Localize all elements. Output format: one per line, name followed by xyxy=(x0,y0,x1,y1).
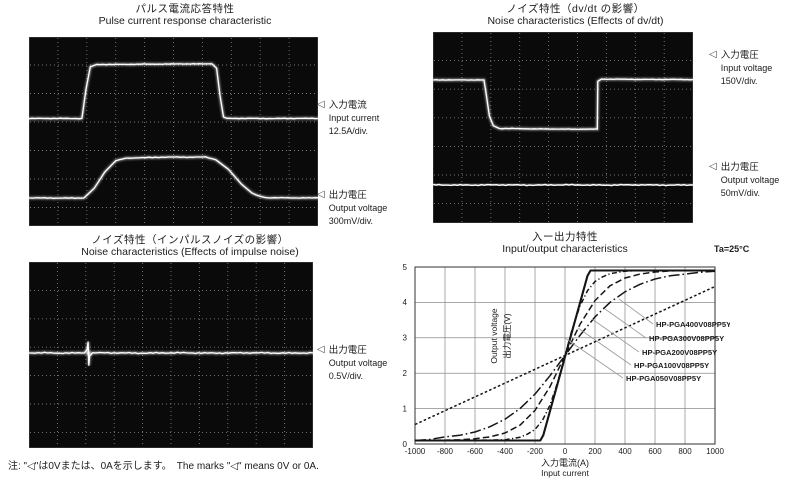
zero-level-mark-icon: ◁ xyxy=(709,161,717,172)
x-tick-label: 1000 xyxy=(706,447,724,456)
io-y-axis-label: Output voltage 出力電圧(V) xyxy=(488,294,516,378)
scope-trace xyxy=(433,183,693,187)
pulse-title-en: Pulse current response characteristic xyxy=(98,15,272,27)
dvdt-panel-title: ノイズ特性（dv/dt の影響） Noise characteristics (… xyxy=(408,3,743,27)
impulse-panel-title: ノイズ特性（インパルスノイズの影響） Noise characteristics… xyxy=(5,234,375,258)
series-curve-HP-PGA050V08PP5Y xyxy=(415,269,715,442)
impulse-title-jp: ノイズ特性（インパルスノイズの影響） xyxy=(91,234,289,246)
scope-grid xyxy=(434,33,692,222)
io-x-axis-label: 入力電流(A) Input current xyxy=(495,458,635,478)
pulse-input-current-label: ◁ 入力電流 Input current 12.5A/div. xyxy=(317,99,379,138)
impulse-title-en: Noise characteristics (Effects of impuls… xyxy=(81,246,299,258)
pulse-title-jp: パルス電流応答特性 xyxy=(135,3,235,15)
dvdt-input-voltage-label: ◁ 入力電圧 Input voltage 150V/div. xyxy=(709,49,772,88)
series-leader-line xyxy=(564,337,624,379)
scope-trace xyxy=(29,63,318,120)
channel-scale: 300mV/div. xyxy=(328,216,374,226)
channel-scale: 50mV/div. xyxy=(720,188,761,198)
x-tick-label: -400 xyxy=(497,447,514,456)
y-tick-labels: 0 1 2 3 4 5 xyxy=(403,263,408,449)
dvdt-output-voltage-label: ◁ 出力電圧 Output voltage 50mV/div. xyxy=(709,161,779,200)
series-label: HP-PGA200V08PP5Y xyxy=(642,348,717,357)
io-characteristics-chart: -1000 -800 -600 -400 -200 0 200 400 600 800 1000 0 1… xyxy=(403,263,730,456)
x-tick-label: -600 xyxy=(467,447,484,456)
channel-label-jp: 出力電圧 xyxy=(328,190,367,201)
channel-label-jp: 出力電圧 xyxy=(328,345,367,356)
io-y-axis-label-jp: 出力電圧(V) xyxy=(502,313,512,359)
io-x-axis-label-en: Input current xyxy=(541,468,589,478)
io-x-axis-label-jp: 入力電流(A) xyxy=(541,458,589,468)
pulse-output-voltage-label: ◁ 出力電圧 Output voltage 300mV/div. xyxy=(317,189,387,228)
dvdt-title-jp: ノイズ特性（dv/dt の影響） xyxy=(506,3,645,15)
zero-level-mark-icon: ◁ xyxy=(317,189,325,200)
series-leader-line xyxy=(577,327,632,366)
x-tick-label: 800 xyxy=(678,447,692,456)
y-tick-label: 0 xyxy=(403,440,408,449)
channel-label-jp: 入力電圧 xyxy=(720,50,759,61)
series-label: HP-PGA050V08PP5Y xyxy=(626,374,701,383)
scope-bezel xyxy=(433,32,693,223)
x-tick-label: -1000 xyxy=(405,447,426,456)
series-label: HP-PGA300V08PP5Y xyxy=(649,334,724,343)
pulse-panel-title: パルス電流応答特性 Pulse current response charact… xyxy=(5,3,365,27)
channel-scale: 150V/div. xyxy=(720,76,758,86)
dvdt-title-en: Noise characteristics (Effects of dv/dt) xyxy=(487,15,664,27)
channel-label-en: Input voltage xyxy=(720,63,773,73)
series-label: HP-PGA100V08PP5Y xyxy=(634,361,709,370)
io-title-en: Input/output characteristics xyxy=(502,243,628,255)
x-tick-label: 0 xyxy=(563,447,568,456)
zero-level-mark-icon: ◁ xyxy=(317,99,325,110)
impulse-oscilloscope-screen xyxy=(29,262,313,448)
channel-label-en: Output voltage xyxy=(720,175,780,185)
y-tick-label: 3 xyxy=(403,334,408,343)
channel-label-en: Output voltage xyxy=(328,203,388,213)
pulse-oscilloscope-screen xyxy=(29,37,318,226)
impulse-output-voltage-label: ◁ 出力電圧 Output voltage 0.5V/div. xyxy=(317,344,387,383)
zero-mark-footnote: 注: "◁"は0Vまたは、0Aを示します。 The marks "◁" mean… xyxy=(8,461,319,472)
zero-level-mark-icon: ◁ xyxy=(317,344,325,355)
channel-label-en: Output voltage xyxy=(328,358,388,368)
x-tick-label: 600 xyxy=(648,447,662,456)
channel-label-jp: 入力電流 xyxy=(328,100,367,111)
impulse-spike-blob xyxy=(86,350,91,356)
channel-label-jp: 出力電圧 xyxy=(720,162,759,173)
series-curve-HP-PGA200V08PP5Y xyxy=(414,269,715,442)
scope-trace xyxy=(29,341,313,366)
channel-label-en: Input current xyxy=(328,113,380,123)
x-tick-label: 200 xyxy=(588,447,602,456)
ambient-temperature-condition: Ta=25°C xyxy=(714,244,750,254)
io-panel-title: 入ー出力特性 Input/output characteristics xyxy=(425,231,705,255)
series-leader-line xyxy=(618,298,654,325)
scope-grid xyxy=(30,263,312,447)
x-tick-label: -800 xyxy=(437,447,454,456)
dvdt-oscilloscope-screen xyxy=(433,32,693,223)
y-tick-label: 5 xyxy=(403,263,408,272)
y-tick-label: 2 xyxy=(403,369,408,378)
y-tick-label: 4 xyxy=(403,298,408,307)
x-tick-label: 400 xyxy=(618,447,632,456)
scope-trace xyxy=(29,156,318,199)
channel-scale: 0.5V/div. xyxy=(328,371,364,381)
io-y-axis-label-en: Output voltage xyxy=(489,308,499,364)
channel-scale: 12.5A/div. xyxy=(328,126,369,136)
scope-trace xyxy=(433,78,693,131)
series-leader-line xyxy=(591,318,640,353)
zero-level-mark-icon: ◁ xyxy=(709,49,717,60)
chart-plot-border xyxy=(414,266,716,445)
series-leader-line xyxy=(604,308,647,339)
io-title-jp: 入ー出力特性 xyxy=(532,231,598,243)
x-tick-labels: -1000 -800 -600 -400 -200 0 200 400 600 800 1000 xyxy=(405,447,725,456)
x-tick-label: -200 xyxy=(527,447,544,456)
y-tick-label: 1 xyxy=(403,404,408,413)
series-label: HP-PGA400V08PP5Y xyxy=(656,320,730,329)
